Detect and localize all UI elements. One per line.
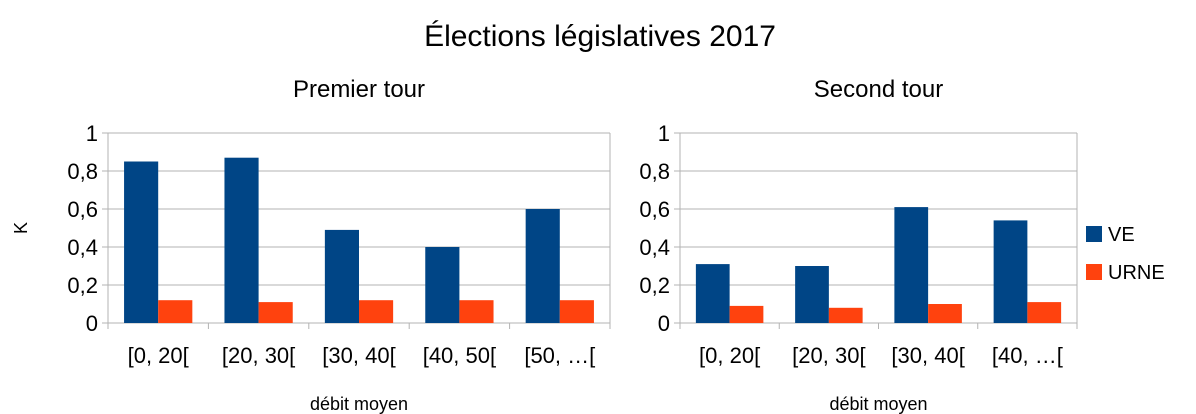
chart-title: Second tour xyxy=(814,76,943,103)
x-axis-title: débit moyen xyxy=(310,394,408,414)
chart-panel-1: Premier tour 0 0,2 0,4 0,6 0,8 1 [0, 20[ [20, 30… xyxy=(11,76,611,414)
y-tick-label: 0,6 xyxy=(639,197,670,222)
bar-ve-2 xyxy=(224,157,259,323)
bar-ve-3 xyxy=(894,207,929,323)
y-tick-label: 0 xyxy=(658,311,670,336)
y-tick-label: 0 xyxy=(86,311,98,336)
bar-urne-1 xyxy=(158,300,193,323)
y-tick-label: 0,4 xyxy=(639,235,670,260)
x-tick-label: [30, 40[ xyxy=(891,343,964,368)
bar-urne-4 xyxy=(459,300,494,323)
y-tick-label: 0,4 xyxy=(67,235,98,260)
y-axis-title: K xyxy=(11,222,31,234)
bar-ve-4 xyxy=(993,220,1028,323)
bar-ve-4 xyxy=(425,247,460,323)
bar-urne-2 xyxy=(828,307,863,323)
x-tick-label: [50, …[ xyxy=(524,343,595,368)
y-tick-label: 0,2 xyxy=(639,273,670,298)
bar-urne-1 xyxy=(729,305,764,323)
y-tick-label: 0,6 xyxy=(67,197,98,222)
y-tick-label: 1 xyxy=(86,121,98,146)
y-tick-label: 0,8 xyxy=(67,159,98,184)
x-tick-label: [40, …[ xyxy=(992,343,1063,368)
y-tick-label: 1 xyxy=(658,121,670,146)
bar-urne-3 xyxy=(359,300,394,323)
bar-urne-4 xyxy=(1027,302,1062,323)
main-title: Élections législatives 2017 xyxy=(424,20,776,53)
legend-label-ve: VE xyxy=(1108,224,1135,246)
bar-ve-1 xyxy=(124,161,159,323)
bar-urne-5 xyxy=(559,300,594,323)
legend: VE URNE xyxy=(1086,224,1165,284)
bar-urne-2 xyxy=(258,302,293,323)
legend-swatch-ve xyxy=(1086,226,1102,242)
legend-label-urne: URNE xyxy=(1108,262,1165,284)
chart-panel-2: Second tour 0 0,2 0,4 0,6 0,8 1 [0, 20[ [20, 30[… xyxy=(639,76,1078,414)
x-tick-label: [30, 40[ xyxy=(322,343,395,368)
x-tick-label: [0, 20[ xyxy=(699,343,760,368)
bar-ve-2 xyxy=(795,266,829,323)
y-tick-label: 0,8 xyxy=(639,159,670,184)
bar-ve-5 xyxy=(525,209,560,323)
x-tick-label: [20, 30[ xyxy=(792,343,865,368)
x-tick-label: [20, 30[ xyxy=(222,343,295,368)
x-tick-label: [0, 20[ xyxy=(128,343,189,368)
chart-title: Premier tour xyxy=(293,76,425,103)
bar-ve-3 xyxy=(324,229,359,323)
bar-ve-1 xyxy=(695,264,730,323)
x-axis-title: débit moyen xyxy=(829,394,927,414)
bar-urne-3 xyxy=(928,304,962,323)
x-tick-label: [40, 50[ xyxy=(423,343,496,368)
y-tick-label: 0,2 xyxy=(67,273,98,298)
legend-swatch-urne xyxy=(1086,264,1102,280)
